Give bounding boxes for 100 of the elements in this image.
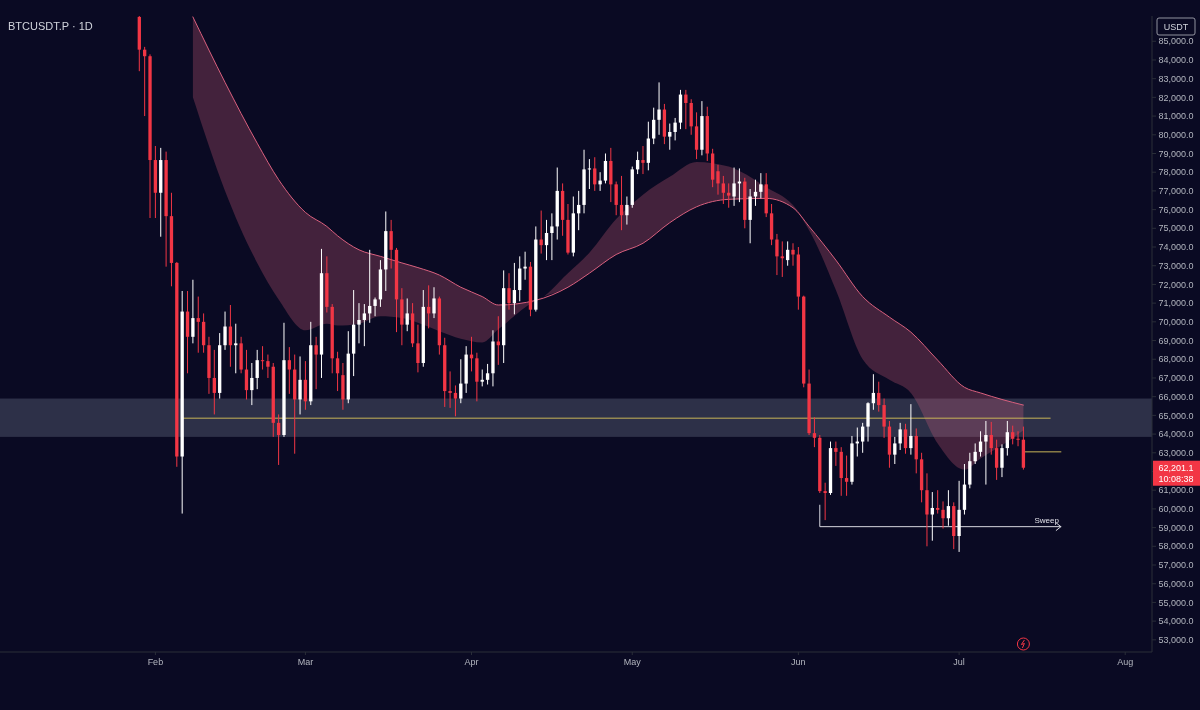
y-tick-label: 58,000.0 bbox=[1158, 541, 1194, 552]
candlestick bbox=[335, 351, 340, 392]
candlestick bbox=[812, 416, 817, 448]
candlestick bbox=[984, 420, 988, 486]
candlestick bbox=[448, 370, 452, 409]
x-tick-label: Mar bbox=[297, 657, 314, 668]
candlestick bbox=[732, 167, 736, 207]
candlestick bbox=[212, 349, 216, 415]
y-tick-label: 84,000.0 bbox=[1158, 55, 1194, 66]
candlestick bbox=[893, 436, 897, 465]
candlestick bbox=[314, 336, 318, 390]
y-tick-label: 85,000.0 bbox=[1158, 36, 1194, 47]
candlestick bbox=[775, 233, 779, 276]
y-tick-label: 68,000.0 bbox=[1158, 354, 1194, 365]
candlestick bbox=[496, 315, 500, 366]
candlestick bbox=[753, 179, 758, 207]
x-tick-label: May bbox=[623, 657, 642, 668]
candlestick bbox=[657, 81, 661, 136]
chart-title: BTCUSDT.P · 1D bbox=[8, 20, 93, 32]
candlestick bbox=[652, 107, 656, 145]
candlestick bbox=[866, 401, 870, 443]
candlestick bbox=[877, 381, 881, 413]
y-tick-label: 73,000.0 bbox=[1158, 260, 1194, 271]
text: 10:08:38 bbox=[1158, 473, 1194, 484]
candlestick bbox=[357, 302, 361, 344]
candlestick bbox=[780, 240, 784, 278]
candlestick bbox=[1005, 420, 1009, 457]
candlestick bbox=[1000, 443, 1004, 478]
candlestick bbox=[759, 172, 763, 199]
y-tick-label: 71,000.0 bbox=[1158, 298, 1194, 309]
y-tick-label: 78,000.0 bbox=[1158, 167, 1194, 178]
y-tick-label: 83,000.0 bbox=[1158, 73, 1194, 84]
candlestick bbox=[373, 297, 377, 317]
candlestick bbox=[1016, 430, 1020, 447]
candlestick bbox=[598, 171, 602, 192]
y-axis-title: USDT bbox=[1163, 21, 1189, 32]
candlestick bbox=[603, 152, 608, 184]
y-tick-label: 77,000.0 bbox=[1158, 186, 1194, 197]
candlestick bbox=[673, 117, 677, 141]
candlestick bbox=[668, 123, 672, 151]
candlestick bbox=[882, 398, 886, 439]
y-tick-label: 70,000.0 bbox=[1158, 316, 1194, 327]
y-tick-label: 60,000.0 bbox=[1158, 504, 1194, 515]
candlestick bbox=[298, 355, 302, 415]
candlestick bbox=[946, 489, 951, 527]
candlestick bbox=[260, 345, 265, 371]
candlestick bbox=[930, 491, 934, 542]
y-tick-label: 81,000.0 bbox=[1158, 111, 1194, 122]
y-tick-label: 56,000.0 bbox=[1158, 578, 1194, 589]
candlestick bbox=[453, 384, 458, 417]
candlestick bbox=[416, 324, 420, 373]
candlestick bbox=[694, 111, 699, 160]
y-tick-label: 69,000.0 bbox=[1158, 335, 1194, 346]
candlestick bbox=[614, 181, 618, 216]
candlestick bbox=[191, 279, 195, 344]
x-tick-label: Aug bbox=[1117, 657, 1134, 668]
y-tick-label: 72,000.0 bbox=[1158, 279, 1194, 290]
y-tick-label: 66,000.0 bbox=[1158, 391, 1194, 402]
candlestick bbox=[941, 500, 945, 530]
candlestick bbox=[432, 286, 436, 319]
candlestick bbox=[405, 297, 409, 332]
candlestick bbox=[544, 219, 549, 261]
candlestick bbox=[389, 219, 393, 270]
y-tick-label: 57,000.0 bbox=[1158, 560, 1194, 571]
candlestick bbox=[834, 441, 838, 467]
annotation: Sweep bbox=[1034, 515, 1060, 525]
y-tick-label: 59,000.0 bbox=[1158, 522, 1194, 533]
candlestick bbox=[727, 182, 731, 209]
y-tick-label: 64,000.0 bbox=[1158, 429, 1194, 440]
candlestick bbox=[523, 251, 527, 281]
y-tick-label: 53,000.0 bbox=[1158, 634, 1194, 645]
y-tick-label: 79,000.0 bbox=[1158, 148, 1194, 159]
y-tick-label: 76,000.0 bbox=[1158, 204, 1194, 215]
candlestick bbox=[968, 452, 972, 489]
y-tick-label: 61,000.0 bbox=[1158, 485, 1194, 496]
candlestick bbox=[625, 196, 629, 226]
candlestick bbox=[684, 89, 688, 130]
x-tick-label: Feb bbox=[147, 657, 164, 668]
y-tick-label: 65,000.0 bbox=[1158, 410, 1194, 421]
candlestick bbox=[250, 362, 254, 406]
candlestick bbox=[844, 455, 849, 497]
x-tick-label: Jun bbox=[791, 657, 806, 668]
candlestick bbox=[721, 175, 726, 205]
x-tick-label: Apr bbox=[464, 657, 479, 668]
candlestick bbox=[475, 352, 479, 402]
candlestick bbox=[276, 413, 281, 466]
text: 62,201.1 bbox=[1158, 462, 1194, 473]
candlestick bbox=[223, 311, 227, 351]
y-tick-label: 54,000.0 bbox=[1158, 616, 1194, 627]
y-tick-label: 63,000.0 bbox=[1158, 447, 1194, 458]
candlestick bbox=[748, 188, 752, 244]
y-tick-label: 82,000.0 bbox=[1158, 92, 1194, 103]
candlestick bbox=[459, 358, 463, 404]
candlestick bbox=[362, 303, 367, 347]
candlestick bbox=[909, 403, 913, 456]
candlestick bbox=[255, 349, 259, 390]
x-tick-label: Jul bbox=[953, 657, 965, 668]
candlestick bbox=[861, 422, 865, 454]
candlestick bbox=[641, 145, 645, 175]
candlestick bbox=[1011, 425, 1015, 445]
